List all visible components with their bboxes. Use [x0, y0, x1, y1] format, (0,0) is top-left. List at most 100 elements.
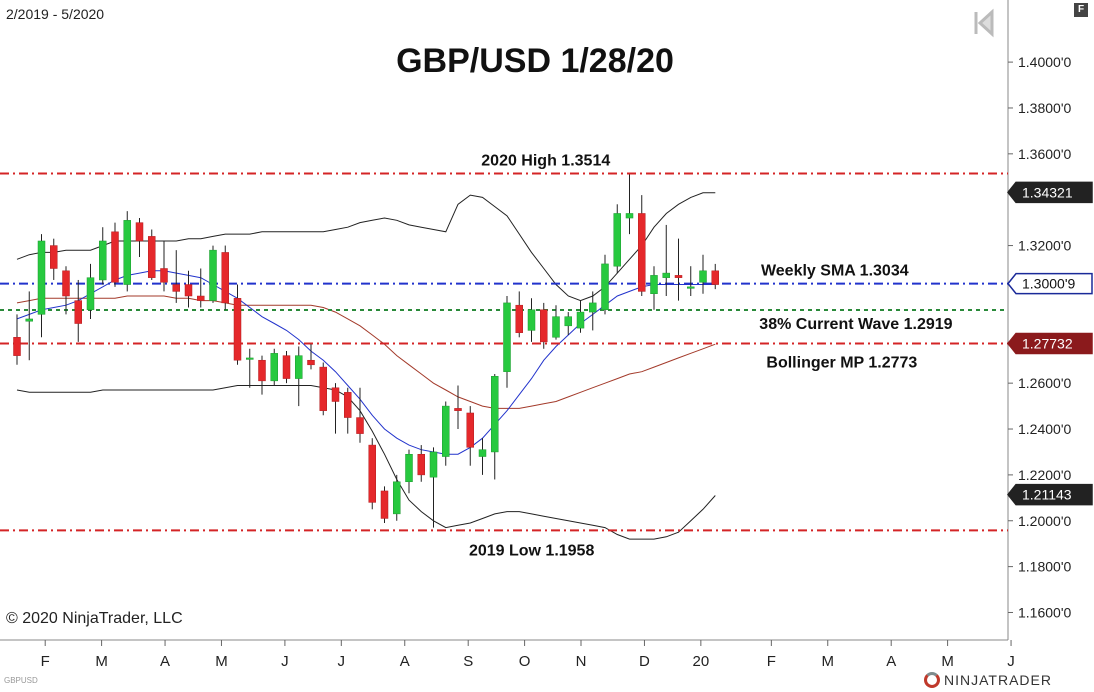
level-label: 38% Current Wave 1.2919: [759, 316, 952, 333]
candle-body: [135, 222, 144, 242]
candle-body: [674, 275, 683, 278]
candle-body: [160, 268, 168, 283]
candle-body: [380, 490, 389, 519]
price-tag-label: 1.34321: [1022, 184, 1073, 200]
candle-body: [552, 316, 560, 338]
candle-body: [368, 444, 376, 503]
price-tag: [1007, 483, 1093, 506]
price-tag-label: 1.27732: [1022, 335, 1073, 351]
level-label: Bollinger MP 1.2773: [766, 354, 917, 371]
fast-ma-line: [16, 270, 716, 455]
candle-body: [540, 309, 548, 343]
copyright-text: © 2020 NinjaTrader, LLC: [6, 610, 183, 627]
candle-body: [527, 309, 536, 331]
price-tag-label: 1.21143: [1022, 487, 1072, 503]
candle-body: [319, 366, 327, 411]
candle-body: [503, 302, 511, 372]
x-tick-label: M: [941, 653, 954, 670]
candle-body: [74, 300, 82, 324]
x-tick-label: D: [639, 653, 650, 670]
candle-body: [417, 453, 425, 476]
candle-body: [331, 387, 340, 402]
candle-body: [148, 236, 156, 278]
candle-body: [613, 213, 621, 267]
x-tick-label: F: [41, 653, 50, 670]
y-tick-label: 1.3600'0: [1018, 146, 1071, 162]
candle-body: [172, 284, 180, 292]
candle-body: [576, 311, 585, 329]
ninjatrader-mark-icon: [924, 672, 940, 688]
candle-body: [356, 417, 364, 434]
x-tick-label: M: [822, 653, 835, 670]
x-tick-label: A: [160, 653, 170, 670]
candle-body: [184, 284, 193, 297]
candle-body: [221, 252, 229, 304]
candle-body: [50, 245, 58, 269]
candle-body: [62, 270, 70, 297]
y-tick-label: 1.2200'0: [1018, 467, 1071, 483]
x-tick-label: A: [886, 653, 896, 670]
x-tick-label: J: [281, 653, 289, 670]
candle-body: [295, 355, 303, 379]
bollinger-upper-line: [16, 192, 716, 302]
y-tick-label: 1.2400'0: [1018, 421, 1071, 437]
candle-body: [37, 240, 46, 315]
price-tag-label: 1.3000'9: [1022, 276, 1075, 292]
candle-body: [111, 231, 119, 283]
x-tick-label: A: [400, 653, 410, 670]
candle-body: [491, 376, 499, 453]
candle-body: [99, 240, 107, 281]
x-tick-label: S: [463, 653, 473, 670]
candle-body: [405, 453, 413, 483]
candle-body: [246, 357, 254, 360]
candle-body: [429, 451, 438, 478]
candle-body: [86, 277, 95, 311]
price-tag: [1007, 332, 1093, 355]
candle-body: [564, 316, 572, 327]
x-tick-label: F: [767, 653, 776, 670]
y-tick-label: 1.3200'0: [1018, 238, 1071, 254]
candle-body: [13, 337, 21, 356]
y-tick-label: 1.2600'0: [1018, 375, 1071, 391]
y-tick-label: 1.3800'0: [1018, 100, 1071, 116]
candle-body: [589, 302, 597, 313]
chart-title: GBP/USD 1/28/20: [396, 42, 674, 80]
candle-body: [478, 449, 487, 457]
candle-body: [209, 249, 217, 301]
y-tick-label: 1.1600'0: [1018, 604, 1071, 620]
candle-body: [344, 392, 352, 418]
candle-body: [270, 353, 278, 382]
ninjatrader-logo: NINJATRADER: [924, 672, 1052, 688]
x-tick-label: M: [95, 653, 108, 670]
x-tick-label: J: [338, 653, 346, 670]
candle-body: [393, 481, 401, 515]
candle-body: [466, 412, 474, 448]
candle-body: [25, 318, 33, 322]
date-range-label: 2/2019 - 5/2020: [6, 6, 105, 22]
candle-body: [662, 272, 670, 278]
level-label: Weekly SMA 1.3034: [761, 263, 909, 280]
y-tick-label: 1.1800'0: [1018, 559, 1071, 575]
candle-body: [638, 213, 646, 292]
candle-body: [307, 359, 315, 366]
candle-body: [282, 355, 291, 379]
x-tick-label: M: [215, 653, 228, 670]
candle-body: [687, 286, 695, 289]
candle-body: [650, 275, 658, 294]
candle-body: [711, 270, 719, 285]
price-tag: [1007, 272, 1093, 295]
candle-body: [123, 220, 131, 285]
collapse-icon: [974, 8, 994, 38]
symbol-label: GBPUSD: [4, 676, 38, 685]
candle-body: [699, 270, 707, 283]
candle-body: [258, 359, 266, 382]
x-tick-label: N: [576, 653, 587, 670]
candle-body: [515, 304, 523, 333]
price-tag: [1007, 181, 1093, 204]
candle-body: [233, 298, 242, 361]
x-tick-label: 20: [693, 653, 710, 670]
candle-body: [454, 408, 462, 411]
panel-f-button[interactable]: F: [1074, 3, 1088, 17]
